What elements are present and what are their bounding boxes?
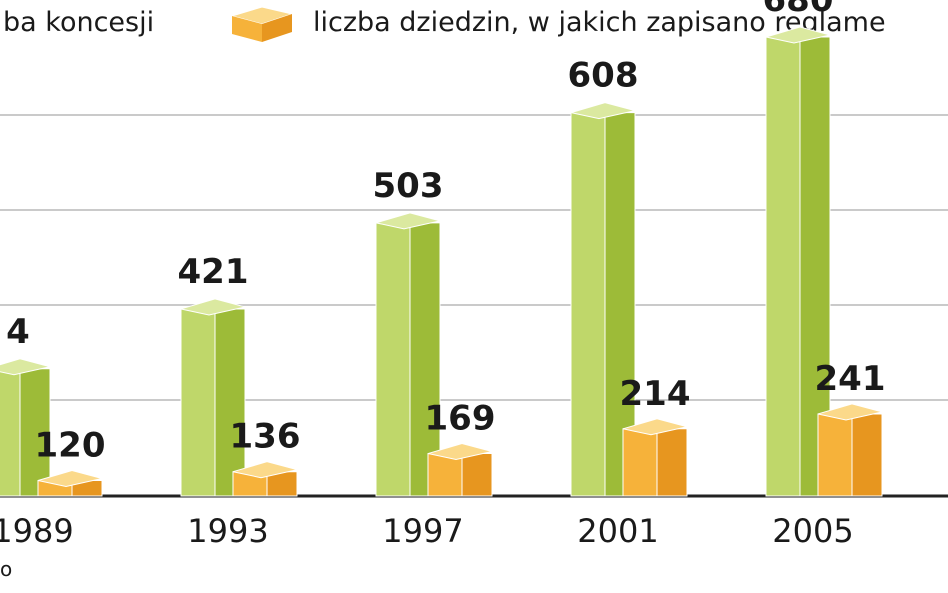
value-label: 608 bbox=[568, 56, 639, 96]
value-label: 169 bbox=[425, 399, 496, 439]
bar-orange-front bbox=[817, 413, 853, 497]
legend-swatch-side bbox=[262, 14, 292, 42]
x-tick-label: 1993 bbox=[187, 512, 268, 550]
legend: ba koncesji liczba dziedzin, w jakich za… bbox=[3, 6, 886, 42]
bar-orange bbox=[232, 461, 298, 497]
bar-orange-side bbox=[461, 453, 493, 497]
bar-green bbox=[765, 26, 831, 497]
x-tick-label: 2005 bbox=[772, 512, 853, 550]
bar-orange-top bbox=[427, 443, 493, 461]
bars bbox=[0, 26, 883, 497]
bar-orange-front bbox=[622, 428, 658, 497]
bar-orange bbox=[817, 403, 883, 497]
bar-green-top bbox=[570, 102, 636, 120]
bar-green-top bbox=[765, 26, 831, 44]
bar-green-front bbox=[375, 222, 411, 497]
bar-green-front bbox=[765, 36, 801, 497]
bar-green-top bbox=[375, 212, 441, 230]
x-tick-label: 1997 bbox=[382, 512, 463, 550]
bar-green-top bbox=[180, 298, 246, 316]
bar-orange bbox=[37, 469, 103, 497]
legend-swatch-front bbox=[232, 16, 262, 42]
bar-orange-side bbox=[656, 428, 688, 497]
bar-green-front bbox=[0, 368, 21, 497]
bar-green-front bbox=[180, 308, 216, 497]
value-labels: 412042113650316960821468024168 bbox=[6, 0, 886, 466]
bar-orange-side bbox=[851, 413, 883, 497]
bar-orange-front bbox=[427, 453, 463, 497]
bar-green bbox=[180, 298, 246, 497]
legend-swatch-series-2 bbox=[230, 6, 294, 42]
bar-green-front bbox=[570, 112, 606, 497]
bar-orange-top bbox=[37, 469, 103, 488]
value-label: 214 bbox=[620, 374, 691, 414]
bar-orange-top bbox=[622, 418, 688, 436]
value-label: 241 bbox=[815, 359, 886, 399]
value-label: 503 bbox=[373, 166, 444, 206]
bar-orange bbox=[427, 443, 493, 497]
value-label: 421 bbox=[178, 252, 249, 292]
bar-green-side bbox=[214, 308, 246, 497]
x-tick-label: 1989 bbox=[0, 512, 74, 550]
bar-orange-top bbox=[817, 403, 883, 421]
source-note: o bbox=[0, 557, 12, 581]
bar-orange-top bbox=[232, 461, 298, 479]
x-axis-tick-labels: 19891993199720012005IX bbox=[0, 512, 854, 550]
bar-orange bbox=[622, 418, 688, 497]
value-label: 680 bbox=[763, 0, 834, 20]
bar-green bbox=[375, 212, 441, 497]
value-label: 136 bbox=[230, 417, 301, 457]
bar-green-top bbox=[0, 358, 51, 376]
value-label: 4 bbox=[6, 312, 30, 352]
legend-label-series-1: ba koncesji bbox=[3, 7, 154, 38]
x-tick-label: 2001 bbox=[577, 512, 658, 550]
value-label: 120 bbox=[35, 426, 106, 466]
